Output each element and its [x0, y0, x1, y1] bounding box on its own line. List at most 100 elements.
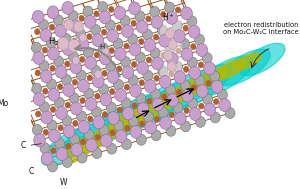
- Circle shape: [70, 20, 81, 33]
- Circle shape: [35, 70, 40, 76]
- Circle shape: [58, 125, 63, 131]
- Circle shape: [196, 44, 208, 57]
- Circle shape: [94, 11, 99, 17]
- Circle shape: [64, 61, 70, 67]
- Circle shape: [166, 125, 176, 136]
- Circle shape: [92, 34, 103, 46]
- Circle shape: [70, 61, 82, 74]
- Polygon shape: [124, 108, 150, 128]
- Circle shape: [136, 52, 145, 63]
- Circle shape: [99, 125, 109, 136]
- Circle shape: [83, 6, 93, 17]
- Text: W: W: [60, 178, 68, 187]
- Circle shape: [64, 19, 74, 30]
- Circle shape: [79, 15, 84, 21]
- Circle shape: [41, 111, 52, 124]
- Circle shape: [88, 116, 93, 122]
- Circle shape: [99, 11, 111, 24]
- Circle shape: [58, 84, 63, 90]
- Circle shape: [196, 85, 208, 98]
- Circle shape: [152, 57, 163, 70]
- Polygon shape: [61, 116, 117, 157]
- Polygon shape: [219, 49, 270, 86]
- Circle shape: [202, 53, 212, 64]
- Circle shape: [124, 43, 129, 49]
- Circle shape: [109, 6, 114, 12]
- Circle shape: [147, 98, 152, 104]
- Circle shape: [139, 80, 144, 86]
- Polygon shape: [147, 73, 211, 119]
- Polygon shape: [171, 86, 196, 103]
- Circle shape: [176, 89, 181, 95]
- Circle shape: [92, 75, 104, 88]
- Circle shape: [120, 15, 130, 26]
- Circle shape: [152, 98, 164, 111]
- Text: H: H: [99, 44, 104, 50]
- Circle shape: [183, 66, 189, 72]
- Circle shape: [117, 66, 122, 72]
- Circle shape: [153, 34, 159, 40]
- Circle shape: [176, 7, 181, 13]
- Circle shape: [121, 98, 131, 108]
- Polygon shape: [194, 68, 227, 89]
- Circle shape: [40, 29, 52, 42]
- Circle shape: [122, 139, 131, 150]
- Circle shape: [164, 50, 173, 60]
- Circle shape: [62, 43, 74, 56]
- Circle shape: [47, 79, 57, 90]
- Circle shape: [131, 20, 136, 26]
- Circle shape: [50, 65, 55, 71]
- Circle shape: [115, 89, 127, 101]
- Circle shape: [92, 107, 101, 117]
- Circle shape: [109, 48, 114, 53]
- Circle shape: [102, 70, 107, 76]
- Circle shape: [34, 134, 45, 147]
- Circle shape: [189, 66, 200, 79]
- Circle shape: [136, 20, 148, 33]
- Circle shape: [122, 25, 133, 38]
- Circle shape: [182, 89, 193, 102]
- Circle shape: [106, 102, 116, 113]
- Circle shape: [92, 148, 102, 159]
- Circle shape: [53, 15, 63, 26]
- Circle shape: [77, 152, 87, 163]
- Text: H$^+$: H$^+$: [162, 11, 175, 23]
- Circle shape: [140, 121, 145, 127]
- Circle shape: [195, 75, 205, 86]
- Circle shape: [69, 93, 79, 104]
- Text: C: C: [28, 167, 34, 177]
- Circle shape: [77, 38, 89, 51]
- Circle shape: [78, 120, 90, 133]
- Circle shape: [137, 103, 149, 115]
- Polygon shape: [41, 128, 92, 166]
- Circle shape: [55, 138, 64, 149]
- Circle shape: [130, 84, 141, 97]
- Circle shape: [158, 107, 168, 118]
- Circle shape: [78, 79, 89, 92]
- Circle shape: [154, 116, 160, 122]
- Circle shape: [32, 124, 42, 135]
- Circle shape: [71, 143, 82, 156]
- Circle shape: [113, 79, 123, 90]
- Circle shape: [161, 53, 167, 58]
- Polygon shape: [79, 134, 105, 153]
- Circle shape: [46, 38, 56, 49]
- Circle shape: [57, 43, 62, 49]
- Circle shape: [117, 107, 122, 113]
- Circle shape: [166, 11, 178, 24]
- Circle shape: [108, 112, 119, 124]
- Polygon shape: [174, 77, 207, 99]
- Circle shape: [196, 116, 206, 127]
- Circle shape: [137, 61, 148, 74]
- Circle shape: [166, 29, 175, 39]
- Circle shape: [184, 108, 189, 113]
- Circle shape: [188, 57, 197, 68]
- Circle shape: [98, 43, 108, 53]
- Circle shape: [189, 108, 201, 120]
- Circle shape: [173, 103, 183, 113]
- Circle shape: [159, 34, 170, 47]
- Circle shape: [219, 99, 230, 112]
- Polygon shape: [171, 64, 231, 108]
- Circle shape: [125, 125, 130, 131]
- Circle shape: [80, 34, 87, 42]
